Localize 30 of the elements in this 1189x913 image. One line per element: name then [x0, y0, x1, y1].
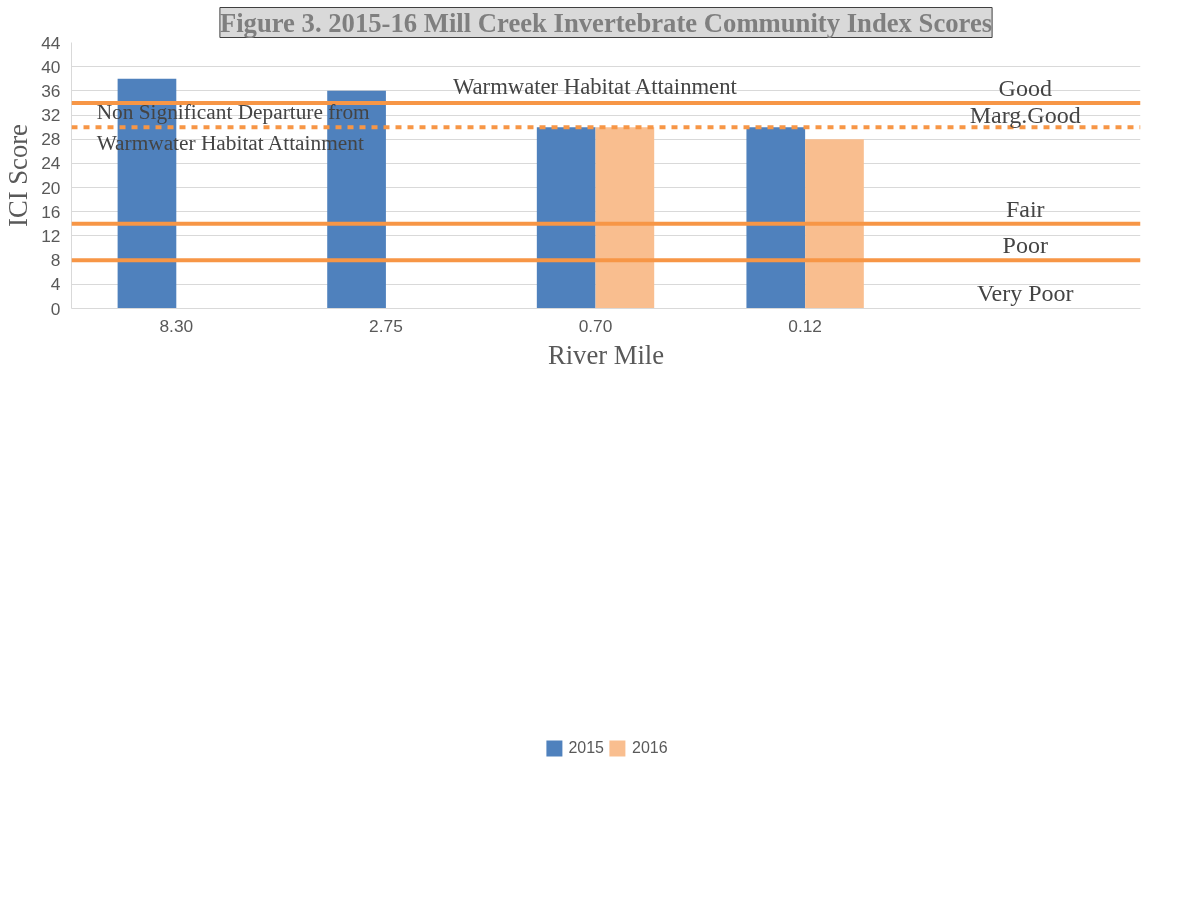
y-tick-label: 16 [41, 201, 61, 222]
y-tick-label: 12 [41, 225, 61, 246]
y-tick-label: 40 [41, 56, 61, 77]
y-tick-label: 44 [41, 32, 61, 53]
x-tick-label: 2.75 [369, 315, 403, 336]
legend-label: 2015 [568, 739, 604, 757]
y-tick-label: 32 [41, 105, 61, 126]
bar [746, 127, 806, 309]
text: Marg.Good [969, 102, 1081, 129]
y-tick-label: 0 [50, 298, 61, 319]
y-tick-label: 4 [50, 274, 61, 295]
y-axis-title: ICI Score [3, 124, 34, 227]
x-tick-label: 0.12 [788, 315, 822, 336]
text: Poor [1002, 232, 1048, 259]
y-tick-label: 28 [41, 129, 61, 150]
text: Very Poor [976, 280, 1074, 307]
x-axis-title: River Mile [547, 339, 665, 370]
bar [536, 127, 596, 309]
text: Good [998, 74, 1052, 101]
ref-line-label: Warmwater Habitat Attainment [452, 73, 738, 99]
y-tick-label: 36 [41, 80, 61, 101]
bar [595, 127, 655, 309]
y-tick-label: 24 [41, 153, 61, 174]
bar [805, 139, 864, 309]
y-tick-label: 8 [50, 250, 61, 271]
legend-label: 2016 [632, 739, 668, 757]
x-tick-label: 8.30 [159, 315, 194, 336]
text: Fair [1005, 195, 1045, 222]
y-tick-label: 20 [41, 177, 61, 198]
x-tick-label: 0.70 [578, 315, 613, 336]
